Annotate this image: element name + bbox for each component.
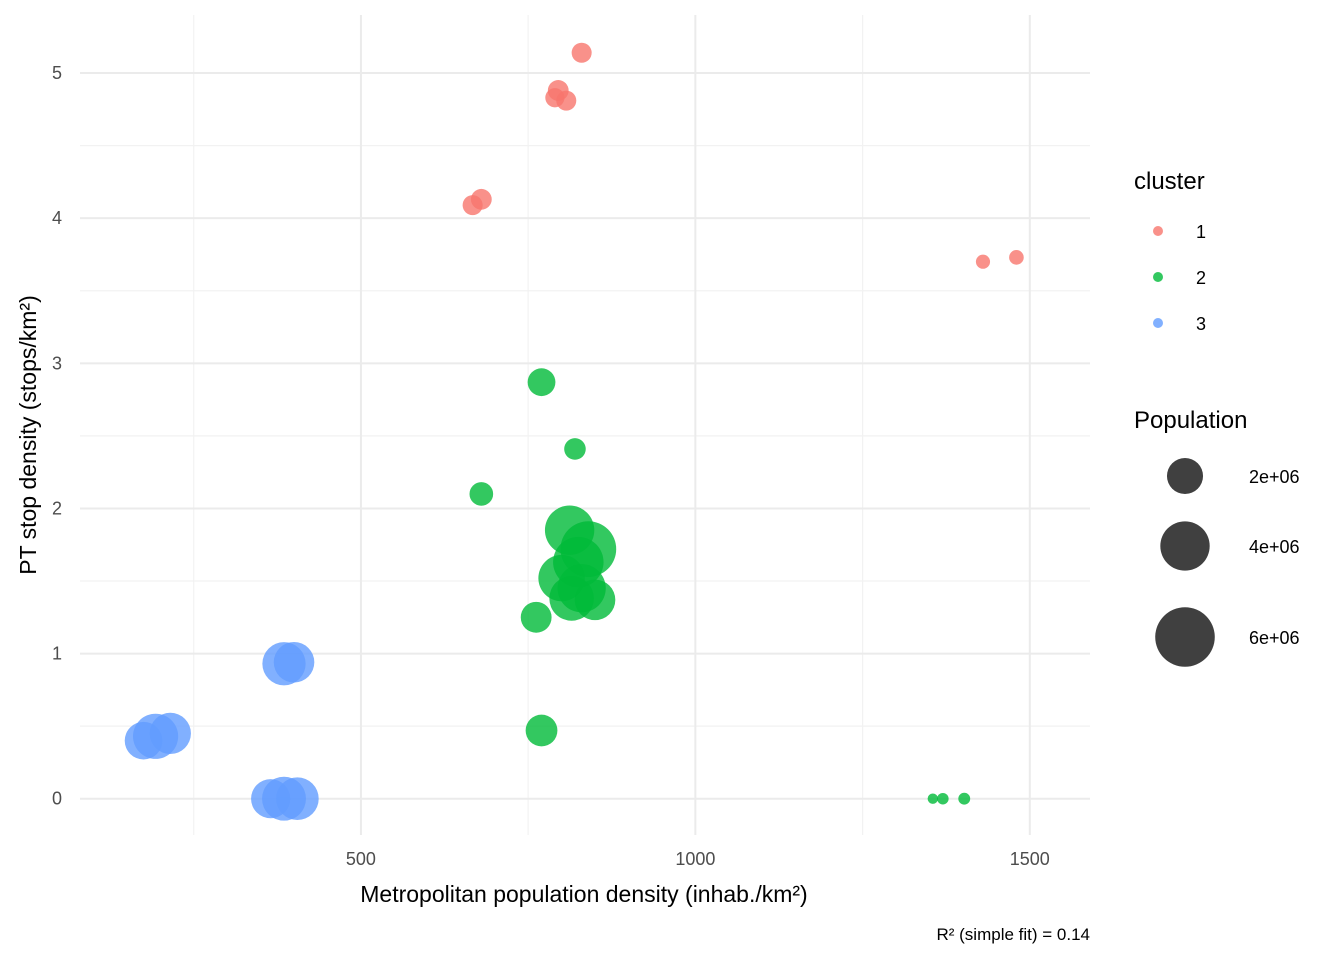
y-tick-label: 5 bbox=[52, 63, 62, 83]
y-axis-title: PT stop density (stops/km²) bbox=[15, 295, 41, 575]
size-legend-label: 4e+06 bbox=[1249, 537, 1300, 557]
legend-key-cluster-3 bbox=[1153, 318, 1163, 328]
size-legend-label: 6e+06 bbox=[1249, 628, 1300, 648]
legend-label-cluster-3: 3 bbox=[1196, 314, 1206, 334]
y-tick-label: 3 bbox=[52, 353, 62, 373]
data-point-cluster-3 bbox=[124, 721, 163, 760]
data-point-cluster-2 bbox=[520, 601, 552, 633]
y-tick-label: 0 bbox=[52, 789, 62, 809]
size-legend-key bbox=[1160, 521, 1210, 571]
y-tick-label: 2 bbox=[52, 498, 62, 518]
color-legend-title: cluster bbox=[1134, 168, 1205, 195]
legend-label-cluster-2: 2 bbox=[1196, 268, 1206, 288]
fit-caption: R² (simple fit) = 0.14 bbox=[936, 925, 1090, 944]
data-point-cluster-2 bbox=[564, 438, 586, 460]
data-point-cluster-3 bbox=[273, 642, 315, 683]
data-point-cluster-2 bbox=[958, 792, 971, 805]
data-points bbox=[124, 42, 1024, 821]
data-point-cluster-2 bbox=[927, 793, 939, 804]
size-legend-key bbox=[1166, 457, 1204, 495]
color-legend-entries: 1 2 3 bbox=[1153, 222, 1206, 334]
x-axis-title: Metropolitan population density (inhab./… bbox=[360, 881, 807, 907]
y-tick-label: 4 bbox=[52, 208, 62, 228]
data-point-cluster-2 bbox=[469, 482, 494, 506]
data-point-cluster-2 bbox=[937, 792, 949, 805]
x-tick-label: 1000 bbox=[675, 849, 715, 869]
tick-labels: 500 1000 1500 0 1 2 3 4 5 bbox=[52, 63, 1050, 869]
size-legend: Population 2e+06 4e+06 6e+06 bbox=[1134, 407, 1300, 667]
data-point-cluster-1 bbox=[462, 195, 483, 216]
data-point-cluster-1 bbox=[1009, 250, 1024, 265]
legend-label-cluster-1: 1 bbox=[1196, 222, 1206, 242]
size-legend-title: Population bbox=[1134, 407, 1247, 434]
legend-key-cluster-1 bbox=[1153, 226, 1163, 236]
size-legend-label: 2e+06 bbox=[1249, 467, 1300, 487]
size-legend-key bbox=[1155, 607, 1215, 667]
grid-layer bbox=[80, 15, 1090, 835]
color-legend: cluster 1 2 3 bbox=[1134, 168, 1206, 334]
data-point-cluster-2 bbox=[544, 505, 595, 555]
x-tick-label: 1500 bbox=[1010, 849, 1050, 869]
data-point-cluster-2 bbox=[527, 368, 556, 397]
data-point-cluster-2 bbox=[574, 579, 616, 621]
data-point-cluster-3 bbox=[251, 779, 291, 819]
data-point-cluster-1 bbox=[545, 88, 565, 108]
x-tick-label: 500 bbox=[346, 849, 376, 869]
data-point-cluster-1 bbox=[571, 42, 592, 63]
size-legend-entries: 2e+06 4e+06 6e+06 bbox=[1155, 457, 1300, 667]
data-point-cluster-1 bbox=[975, 254, 991, 269]
legend-key-cluster-2 bbox=[1153, 272, 1163, 282]
data-point-cluster-2 bbox=[525, 714, 558, 747]
y-tick-label: 1 bbox=[52, 644, 62, 664]
